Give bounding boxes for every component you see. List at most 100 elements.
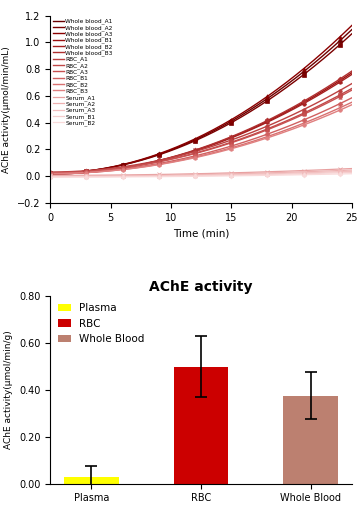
RBC_B3 bbox=[350, 102, 354, 108]
Whole blood_B3 bbox=[48, 171, 52, 177]
Line: Whole blood_A2: Whole blood_A2 bbox=[50, 34, 352, 173]
Whole blood_B3 bbox=[60, 171, 65, 177]
Serum_A3 bbox=[129, 173, 133, 179]
Legend: Plasma, RBC, Whole Blood: Plasma, RBC, Whole Blood bbox=[59, 304, 145, 344]
Serum_A2 bbox=[129, 173, 133, 179]
RBC_B2 bbox=[129, 165, 133, 172]
Line: RBC_B1: RBC_B1 bbox=[50, 98, 352, 173]
RBC_B1 bbox=[66, 170, 71, 176]
RBC_B3 bbox=[48, 171, 52, 177]
Serum_A2 bbox=[350, 167, 354, 173]
Serum_A2 bbox=[60, 173, 65, 179]
Whole blood_B1 bbox=[129, 164, 133, 170]
RBC_B2 bbox=[324, 111, 328, 117]
RBC_A1 bbox=[350, 81, 354, 87]
RBC_B2 bbox=[335, 106, 339, 112]
RBC_A3 bbox=[60, 170, 65, 176]
RBC_B1 bbox=[324, 107, 328, 113]
Serum_B2 bbox=[129, 174, 133, 180]
Serum_A2 bbox=[335, 167, 339, 174]
Line: Whole blood_B1: Whole blood_B1 bbox=[50, 73, 352, 174]
RBC_A2 bbox=[60, 170, 65, 176]
Serum_A1 bbox=[350, 165, 354, 172]
Serum_B1 bbox=[48, 174, 52, 180]
Serum_B1 bbox=[350, 170, 354, 176]
RBC_A1 bbox=[335, 89, 339, 95]
Whole blood_B2 bbox=[350, 71, 354, 77]
Whole blood_B2 bbox=[104, 167, 108, 174]
RBC_A3 bbox=[104, 166, 108, 173]
RBC_A2 bbox=[324, 99, 328, 106]
Serum_A1 bbox=[66, 172, 71, 178]
RBC_A1 bbox=[324, 95, 328, 101]
RBC_A3 bbox=[66, 169, 71, 175]
Serum_A3 bbox=[350, 168, 354, 174]
Whole blood_B3 bbox=[66, 171, 71, 177]
RBC_A1 bbox=[66, 168, 71, 175]
Serum_B2 bbox=[350, 171, 354, 177]
Serum_B1 bbox=[335, 170, 339, 176]
Line: Serum_A2: Serum_A2 bbox=[50, 170, 352, 176]
Y-axis label: AChE activity(μmol/min/g): AChE activity(μmol/min/g) bbox=[4, 331, 14, 449]
RBC_B3 bbox=[60, 171, 65, 177]
RBC_A2 bbox=[66, 169, 71, 175]
RBC_B1 bbox=[104, 167, 108, 174]
Whole blood_A2 bbox=[104, 165, 108, 172]
RBC_A3 bbox=[48, 170, 52, 176]
RBC_B1 bbox=[48, 170, 52, 176]
Whole blood_B1 bbox=[335, 80, 339, 86]
Whole blood_B2 bbox=[129, 164, 133, 170]
Whole blood_A2 bbox=[335, 44, 339, 50]
Serum_A3 bbox=[104, 173, 108, 179]
Whole blood_B3 bbox=[129, 163, 133, 170]
Line: Whole blood_A3: Whole blood_A3 bbox=[50, 25, 352, 173]
Whole blood_B1 bbox=[350, 70, 354, 76]
Serum_B2 bbox=[324, 171, 328, 177]
Whole blood_B2 bbox=[48, 171, 52, 177]
Serum_A2 bbox=[66, 173, 71, 179]
Serum_A2 bbox=[104, 173, 108, 179]
RBC_B2 bbox=[60, 171, 65, 177]
Whole blood_A1 bbox=[129, 160, 133, 166]
RBC_A3 bbox=[324, 100, 328, 107]
Line: Serum_A1: Serum_A1 bbox=[50, 168, 352, 175]
Line: RBC_A2: RBC_A2 bbox=[50, 88, 352, 173]
Serum_B1 bbox=[324, 170, 328, 176]
RBC_A2 bbox=[48, 170, 52, 176]
RBC_A2 bbox=[335, 94, 339, 100]
Whole blood_A3 bbox=[66, 170, 71, 176]
Whole blood_B2 bbox=[324, 87, 328, 94]
Whole blood_A1 bbox=[324, 50, 328, 56]
Whole blood_A3 bbox=[60, 170, 65, 176]
Legend: Whole blood_A1, Whole blood_A2, Whole blood_A3, Whole blood_B1, Whole blood_B2, : Whole blood_A1, Whole blood_A2, Whole bl… bbox=[53, 19, 113, 126]
Whole blood_A1 bbox=[66, 170, 71, 176]
Serum_B1 bbox=[104, 174, 108, 180]
RBC_B2 bbox=[350, 99, 354, 106]
Serum_A3 bbox=[324, 169, 328, 175]
Bar bbox=[283, 396, 338, 484]
X-axis label: Time (min): Time (min) bbox=[173, 228, 229, 238]
Whole blood_B3 bbox=[350, 68, 354, 74]
RBC_A3 bbox=[350, 87, 354, 93]
RBC_A2 bbox=[350, 85, 354, 92]
Whole blood_A2 bbox=[66, 170, 71, 176]
Whole blood_B3 bbox=[324, 85, 328, 91]
Whole blood_A3 bbox=[350, 22, 354, 29]
Line: RBC_A1: RBC_A1 bbox=[50, 84, 352, 172]
Serum_B2 bbox=[60, 174, 65, 180]
Serum_B2 bbox=[66, 174, 71, 180]
Line: RBC_B2: RBC_B2 bbox=[50, 102, 352, 174]
Whole blood_B3 bbox=[335, 78, 339, 84]
Whole blood_A2 bbox=[350, 31, 354, 37]
RBC_A2 bbox=[104, 166, 108, 173]
RBC_B3 bbox=[324, 113, 328, 119]
Whole blood_B3 bbox=[104, 167, 108, 174]
Bar bbox=[64, 477, 119, 484]
RBC_B1 bbox=[129, 165, 133, 171]
Serum_A1 bbox=[104, 172, 108, 178]
RBC_B1 bbox=[350, 95, 354, 101]
Line: Serum_B2: Serum_B2 bbox=[50, 174, 352, 177]
Line: Serum_A3: Serum_A3 bbox=[50, 171, 352, 176]
Whole blood_B1 bbox=[324, 86, 328, 93]
Whole blood_B2 bbox=[60, 171, 65, 177]
